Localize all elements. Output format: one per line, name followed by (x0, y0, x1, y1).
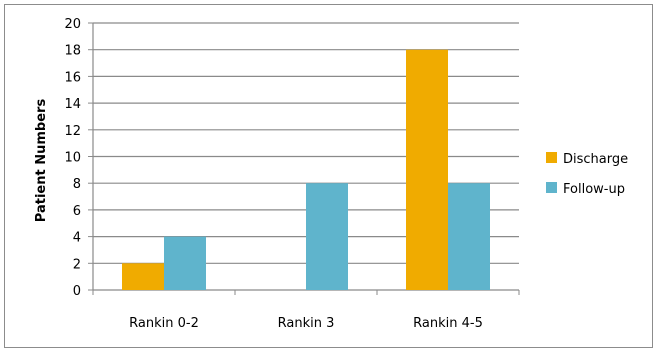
bar-discharge-0 (122, 263, 164, 290)
y-tick-label: 14 (64, 97, 81, 112)
bar-follow-up-1 (306, 183, 348, 290)
y-tick-label: 6 (73, 204, 81, 219)
chart-frame: 0 2 4 6 8 10 12 14 16 18 20 Rankin 0-2 Rankin 3 Rank… (4, 4, 653, 348)
x-category-label: Rankin 3 (278, 316, 335, 331)
y-tick-label: 0 (73, 284, 81, 299)
x-category-label: Rankin 0-2 (129, 316, 199, 331)
bars (122, 49, 490, 291)
y-tick-labels: 0 2 4 6 8 10 12 14 16 18 20 (64, 17, 81, 299)
legend-swatch (546, 152, 557, 163)
x-category-label: Rankin 4-5 (413, 316, 483, 331)
legend: Discharge Follow-up (546, 152, 628, 197)
y-tick-label: 4 (73, 231, 81, 246)
bar-follow-up-2 (448, 183, 490, 290)
legend-swatch (546, 182, 557, 193)
y-tick-label: 20 (64, 17, 81, 32)
y-tick-label: 10 (64, 151, 81, 166)
legend-label: Follow-up (563, 182, 625, 197)
y-tick-label: 8 (73, 177, 81, 192)
bar-discharge-2 (406, 49, 448, 291)
y-tick-label: 12 (64, 124, 81, 139)
bar-follow-up-0 (164, 236, 206, 290)
y-tick-label: 16 (64, 70, 81, 85)
y-tick-label: 2 (73, 257, 81, 272)
x-category-labels: Rankin 0-2 Rankin 3 Rankin 4-5 (129, 316, 483, 331)
y-tick-label: 18 (64, 44, 81, 59)
y-axis-label: Patient Numbers (34, 99, 49, 223)
legend-label: Discharge (563, 152, 628, 167)
